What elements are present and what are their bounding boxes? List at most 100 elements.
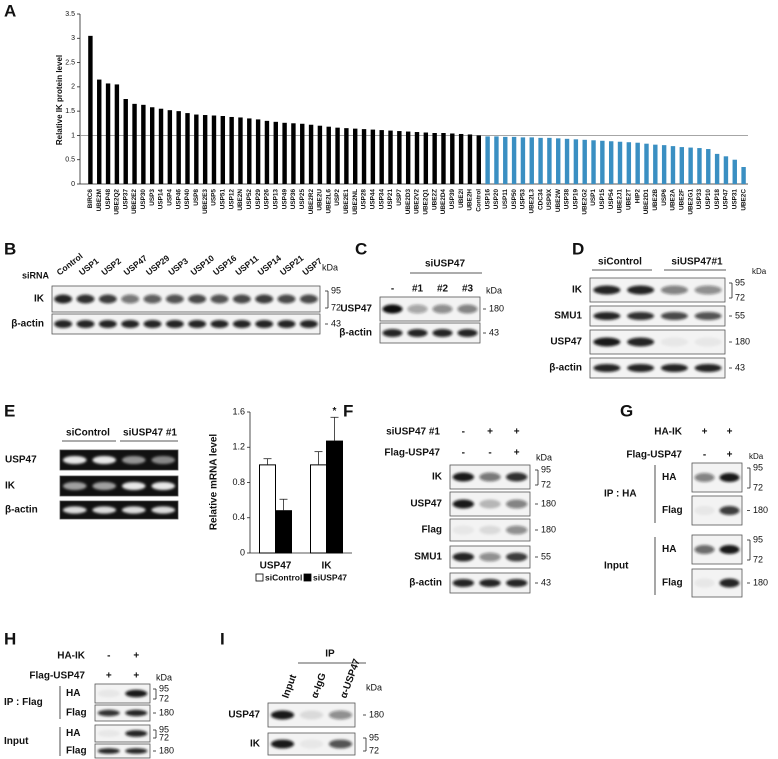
x-tick-label: UBE2Q1 [423, 189, 430, 215]
x-tick-label: USP50 [511, 189, 518, 210]
bar [370, 129, 376, 184]
bar [714, 153, 720, 184]
marker-label: 180 [541, 524, 556, 534]
blot-label: β-actin [549, 363, 582, 374]
band [270, 710, 295, 720]
band [270, 739, 295, 749]
blot-frame [94, 743, 151, 759]
band [479, 499, 501, 509]
bar [626, 142, 632, 184]
bar [88, 35, 93, 184]
bar [264, 120, 270, 184]
y-tick-label: 0 [71, 181, 75, 188]
bar [573, 139, 579, 184]
condition-sign: + [514, 448, 520, 459]
bar [176, 111, 181, 184]
bar [308, 124, 314, 184]
condition-sign: + [727, 427, 733, 438]
blot-frame [589, 357, 726, 379]
x-tick-label: USP38 [564, 189, 571, 210]
band [121, 456, 146, 464]
bar [317, 125, 323, 184]
band [328, 739, 353, 749]
x-tick-label: USP47 [260, 561, 292, 572]
x-tick-label: UBE2T [626, 189, 633, 210]
lane-label: α-USP47 [338, 657, 363, 700]
x-tick-label: USP39 [449, 189, 456, 210]
bar [529, 137, 534, 184]
bar [300, 123, 305, 184]
x-tick-label: USP36 [290, 189, 297, 210]
band [121, 506, 146, 514]
blot-frame [59, 449, 179, 471]
lane-label: #1 [412, 284, 424, 295]
band [479, 525, 501, 535]
x-tick-label: UBE2D3 [405, 189, 412, 215]
marker-label: 95 [541, 464, 551, 474]
band [151, 506, 176, 514]
x-tick-label: UBE2I [458, 189, 465, 208]
band [506, 525, 528, 535]
band [210, 294, 229, 304]
blot-frame [59, 475, 179, 497]
bar [282, 122, 287, 184]
x-tick-label: USP18 [714, 189, 721, 210]
y-tick-label: 1 [71, 132, 75, 139]
lane-label: USP47 [122, 253, 150, 278]
panel-letter: D [572, 239, 584, 258]
band [479, 552, 501, 562]
blot-frame [94, 704, 151, 722]
panel-letter: B [4, 239, 16, 258]
marker-label: 55 [541, 551, 551, 561]
bar [255, 119, 261, 184]
marker-label: 180 [489, 303, 504, 313]
band [506, 472, 528, 482]
marker-label: 72 [735, 292, 745, 302]
lane-label: USP2 [99, 256, 123, 278]
bar [679, 147, 685, 184]
x-tick-label: UBE2E2 [131, 189, 138, 214]
marker-label: 95 [331, 285, 341, 295]
bar [247, 118, 252, 184]
y-axis-label: Relative mRNA level [209, 434, 220, 531]
x-tick-label: UBE2E3 [202, 189, 209, 214]
band [719, 506, 740, 515]
x-tick-label: UBE2M [96, 189, 103, 211]
x-tick-label: USP28 [361, 189, 368, 210]
blot-label: SMU1 [414, 552, 442, 563]
lane-label: α-IgG [309, 671, 328, 700]
band [92, 482, 117, 490]
band [660, 364, 688, 372]
band [232, 320, 251, 328]
marker-label: 95 [753, 534, 763, 544]
blot-label: USP47 [340, 304, 372, 315]
bar [644, 143, 649, 184]
x-tick-label: USP15 [599, 189, 606, 210]
x-tick-label: USP47 [723, 189, 730, 210]
x-tick-label: USP30 [140, 189, 147, 210]
x-tick-label: UBE2Q2 [114, 189, 121, 215]
bar [661, 145, 667, 184]
band [694, 337, 722, 347]
bar [414, 132, 420, 184]
bar [344, 128, 349, 184]
bar [600, 140, 605, 184]
bar [423, 132, 429, 184]
band [76, 294, 95, 304]
band [151, 456, 176, 464]
bar [653, 144, 658, 184]
x-tick-label: UBE2R2 [308, 189, 315, 215]
band [432, 329, 453, 337]
marker-label: 180 [159, 745, 174, 755]
band [97, 730, 120, 737]
band [593, 364, 621, 372]
x-tick-label: USP29 [255, 189, 262, 210]
band [382, 329, 403, 337]
x-tick-label: USP12 [228, 189, 235, 210]
band [299, 739, 324, 749]
x-tick-label: USP52 [246, 189, 253, 210]
bar [476, 135, 481, 184]
blot-label: IK [250, 739, 261, 750]
condition-label: HA-IK [654, 427, 683, 438]
